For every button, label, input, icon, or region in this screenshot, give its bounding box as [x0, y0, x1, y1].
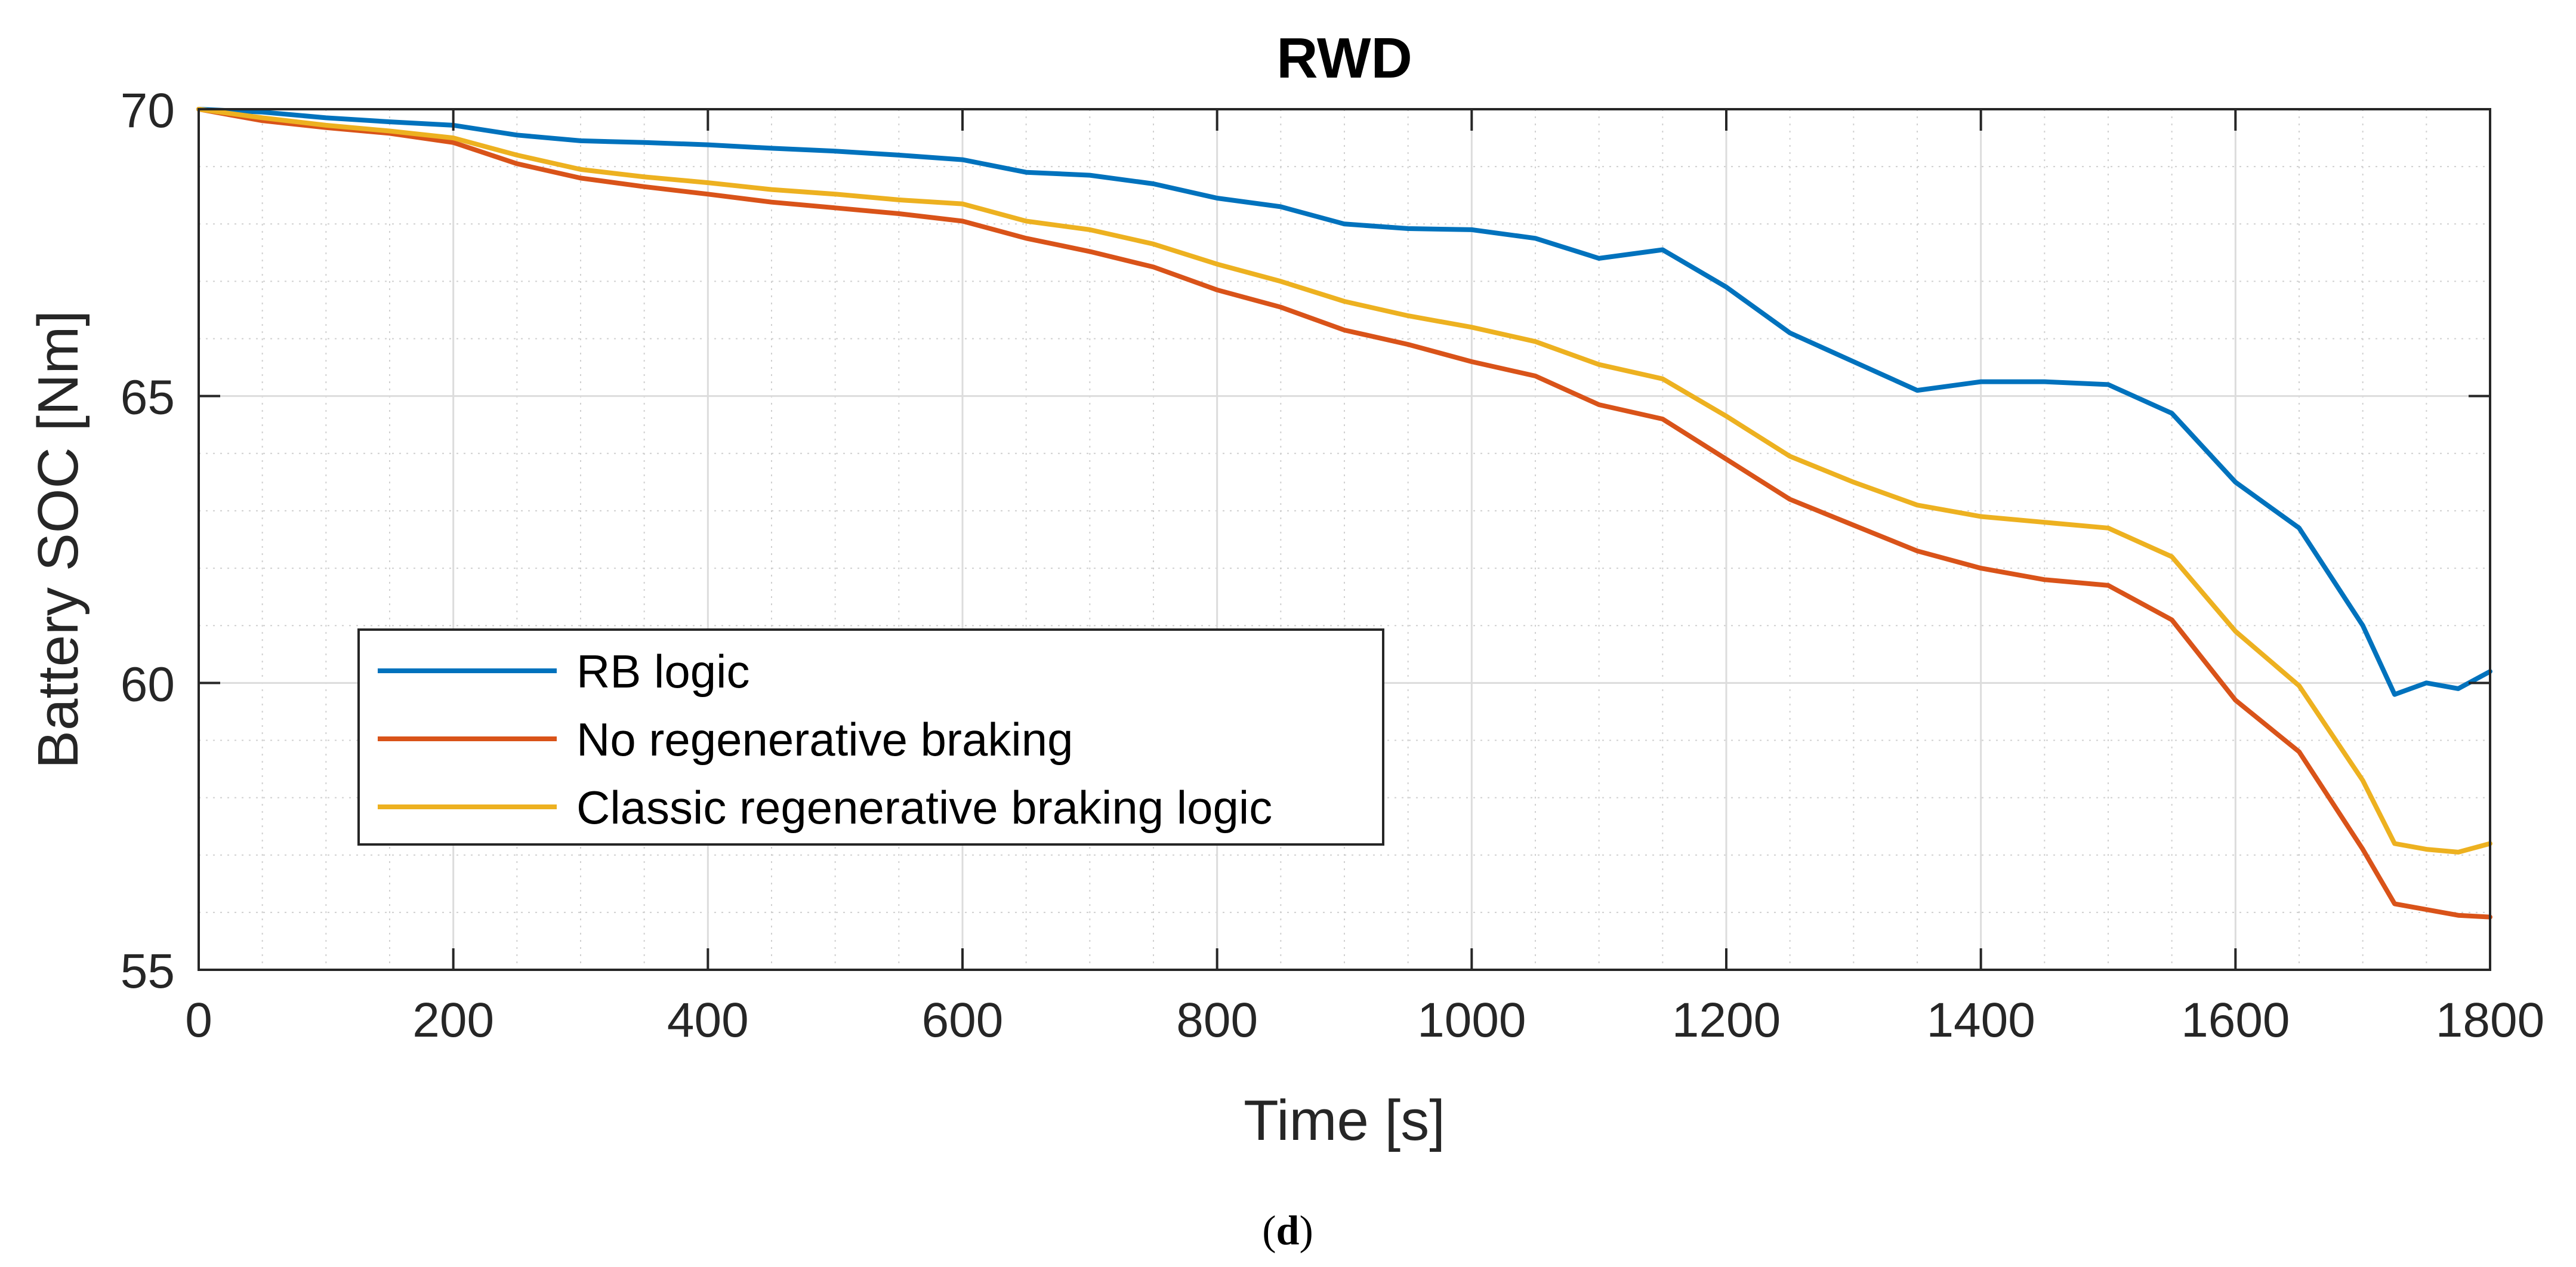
- x-tick-label: 1400: [1926, 993, 2035, 1047]
- legend-label-no-regenerative-braking: No regenerative braking: [576, 713, 1073, 766]
- x-tick-label: 1000: [1417, 993, 1526, 1047]
- series-lines: [196, 107, 2492, 920]
- x-tick-label: 0: [185, 993, 212, 1047]
- y-tick-label: 60: [121, 657, 175, 711]
- y-tick-label: 70: [121, 84, 175, 138]
- plot-frame: [198, 108, 2491, 971]
- x-axis-label: Time [s]: [1244, 1089, 1445, 1152]
- y-tick-labels: 55 60 65 70: [121, 84, 175, 998]
- x-tick-label: 800: [1176, 993, 1258, 1047]
- x-tick-label: 1800: [2436, 993, 2544, 1047]
- chart-title: RWD: [1276, 26, 1412, 90]
- x-tick-labels: 0 200 400 600 800 1000 1200 1400 1600 1800: [185, 993, 2544, 1047]
- caption-letter: d: [1276, 1208, 1300, 1254]
- axis-ticks: [198, 108, 2491, 971]
- x-tick-label: 400: [667, 993, 749, 1047]
- x-tick-label: 600: [922, 993, 1004, 1047]
- caption-close: ): [1299, 1208, 1313, 1254]
- y-tick-label: 65: [121, 371, 175, 425]
- legend: RB logic No regenerative braking Classic…: [357, 628, 1384, 846]
- series-line-no-regenerative-braking: [196, 107, 2492, 920]
- x-tick-label: 1200: [1672, 993, 1781, 1047]
- figure-caption: (d): [1262, 1208, 1313, 1254]
- y-tick-label: 55: [121, 944, 175, 998]
- x-tick-label: 1600: [2181, 993, 2290, 1047]
- y-axis-label: Battery SOC [Nm]: [26, 310, 90, 769]
- caption-open: (: [1262, 1208, 1276, 1254]
- series-line-rb-logic: [196, 107, 2492, 697]
- legend-label-classic-regenerative-braking-logic: Classic regenerative braking logic: [576, 781, 1272, 834]
- series-line-classic-regenerative-braking-logic: [196, 107, 2492, 855]
- x-tick-label: 200: [412, 993, 494, 1047]
- legend-label-rb-logic: RB logic: [576, 645, 749, 698]
